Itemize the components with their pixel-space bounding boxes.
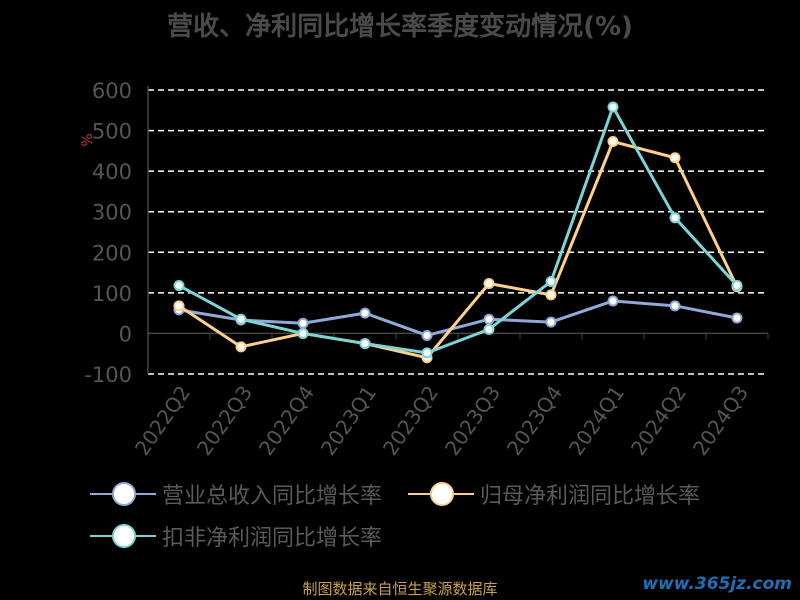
y-tick-label: 0: [119, 322, 132, 346]
x-tick-label: 2023Q4: [502, 381, 567, 460]
y-tick-label: -100: [84, 363, 132, 387]
x-tick-label: 2023Q1: [316, 381, 381, 460]
data-point: [173, 280, 185, 292]
source-note: 制图数据来自恒生聚源数据库: [302, 580, 498, 598]
data-point: [731, 280, 743, 292]
legend-item-revenue[interactable]: 营业总收入同比增长率: [90, 478, 382, 510]
y-tick-label: 300: [92, 201, 132, 225]
series-line: [178, 140, 739, 360]
data-point: [359, 307, 371, 319]
legend-label: 营业总收入同比增长率: [162, 484, 383, 509]
y-tick-label: 200: [92, 241, 132, 265]
legend-marker: [90, 521, 156, 551]
x-tick-label: 2024Q1: [564, 381, 629, 460]
data-point: [607, 295, 619, 307]
watermark: www.365jz.com: [642, 574, 792, 594]
y-tick-label: 500: [92, 120, 132, 144]
y-tick-label: 400: [92, 160, 132, 184]
legend-label: 归母净利润同比增长率: [480, 484, 701, 509]
legend-label: 扣非净利润同比增长率: [162, 526, 383, 551]
x-tick-label: 2024Q2: [626, 381, 691, 460]
x-tick-label: 2022Q4: [254, 381, 319, 460]
data-point: [669, 152, 681, 164]
data-point: [607, 101, 619, 113]
data-point: [669, 300, 681, 312]
series-line: [178, 299, 738, 337]
data-point: [297, 317, 309, 329]
data-point: [731, 312, 743, 324]
x-tick-label: 2023Q2: [378, 381, 443, 460]
y-axis-label: %: [80, 133, 96, 146]
data-point: [359, 338, 371, 350]
y-tick-label: 600: [92, 79, 132, 103]
x-tick-label: 2022Q3: [192, 381, 257, 460]
data-point: [545, 289, 557, 301]
data-point: [483, 313, 495, 325]
data-point: [421, 347, 433, 359]
x-tick-label: 2023Q3: [440, 381, 505, 460]
data-point: [173, 300, 185, 312]
data-point: [297, 327, 309, 339]
legend-item-deducted-net-profit[interactable]: 扣非净利润同比增长率: [90, 520, 382, 552]
x-tick-label: 2024Q3: [688, 381, 753, 460]
data-point: [483, 278, 495, 290]
series-line: [178, 105, 739, 355]
y-tick-label: 100: [92, 282, 132, 306]
data-point: [607, 136, 619, 148]
data-point: [545, 316, 557, 328]
data-point: [483, 323, 495, 335]
legend-item-net-profit[interactable]: 归母净利润同比增长率: [408, 478, 700, 510]
legend-marker: [90, 479, 156, 509]
chart-title: 营收、净利同比增长率季度变动情况(%): [167, 12, 633, 42]
data-point: [235, 341, 247, 353]
x-tick-label: 2022Q2: [130, 381, 195, 460]
data-point: [235, 313, 247, 325]
data-point: [669, 212, 681, 224]
data-point: [545, 275, 557, 287]
legend-marker: [408, 479, 474, 509]
data-point: [421, 329, 433, 341]
